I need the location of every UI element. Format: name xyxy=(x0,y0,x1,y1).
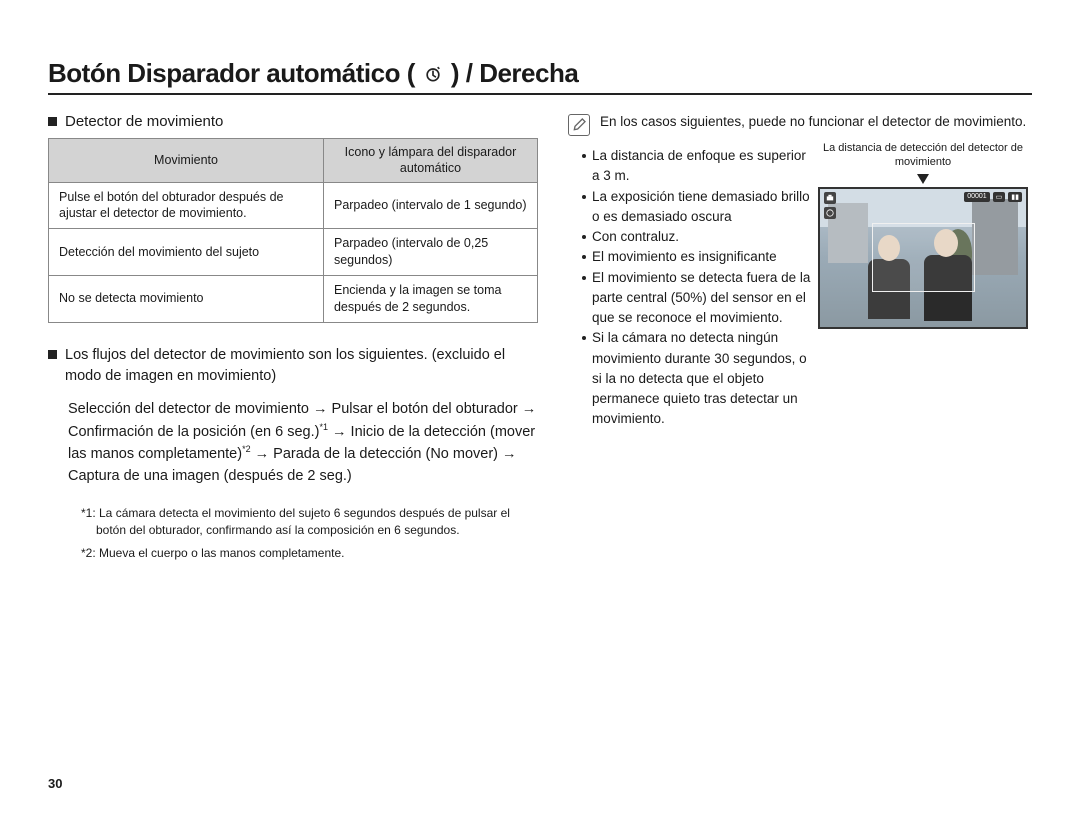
lcd-screenshot: 00001 ▭ ▮▮ xyxy=(818,187,1028,329)
title-prefix: Botón Disparador automático ( xyxy=(48,58,415,89)
osd-quality-icon: ▭ xyxy=(993,192,1006,202)
section-heading-row: Detector de movimiento xyxy=(48,113,538,130)
table-header-row: Movimiento Icono y lámpara del disparado… xyxy=(49,139,538,183)
conditions-list: La distancia de enfoque es superior a 3 … xyxy=(568,146,812,430)
table-header-movement: Movimiento xyxy=(49,139,324,183)
list-item: Si la cámara no detecta ningún movimient… xyxy=(582,328,812,429)
flow-intro-row: Los flujos del detector de movimiento so… xyxy=(48,345,538,387)
footnote-1: *1: La cámara detecta el movimiento del … xyxy=(81,505,538,539)
osd-battery-icon: ▮▮ xyxy=(1008,192,1022,202)
osd-left-icons xyxy=(824,192,836,219)
table-row: No se detecta movimiento Encienda y la i… xyxy=(49,276,538,323)
note-row: En los casos siguientes, puede no funcio… xyxy=(568,113,1028,136)
table-cell: Detección del movimiento del sujeto xyxy=(49,229,324,276)
self-timer-icon xyxy=(423,64,443,84)
table-cell: No se detecta movimiento xyxy=(49,276,324,323)
note-lead: En los casos siguientes, puede no funcio… xyxy=(600,113,1026,136)
table-cell: Parpadeo (intervalo de 0,25 segundos) xyxy=(323,229,537,276)
footnote-2: *2: Mueva el cuerpo o las manos completa… xyxy=(81,545,538,562)
face-icon xyxy=(824,207,836,219)
osd-right: 00001 ▭ ▮▮ xyxy=(964,192,1022,202)
left-column: Detector de movimiento Movimiento Icono … xyxy=(48,113,538,568)
osd-counter: 00001 xyxy=(964,192,989,202)
detection-area-rect xyxy=(872,223,975,292)
callout-label: La distancia de detección del detector d… xyxy=(818,142,1028,170)
flow-block: Los flujos del detector de movimiento so… xyxy=(48,345,538,562)
camera-mode-icon xyxy=(824,192,836,204)
square-bullet-icon xyxy=(48,117,57,126)
table-row: Pulse el botón del obturador después de … xyxy=(49,182,538,229)
title-suffix: ) / Derecha xyxy=(451,58,578,89)
list-item: Con contraluz. xyxy=(582,227,812,247)
lcd-callout: La distancia de detección del detector d… xyxy=(818,142,1028,329)
square-bullet-icon xyxy=(48,350,57,359)
page-title: Botón Disparador automático ( ) / Derech… xyxy=(48,58,1032,95)
flow-intro: Los flujos del detector de movimiento so… xyxy=(65,345,538,387)
table-cell: Encienda y la imagen se toma después de … xyxy=(323,276,537,323)
right-column: En los casos siguientes, puede no funcio… xyxy=(568,113,1028,568)
arrow-down-icon xyxy=(917,174,929,184)
note-icon xyxy=(568,114,590,136)
table-row: Detección del movimiento del sujeto Parp… xyxy=(49,229,538,276)
section-heading: Detector de movimiento xyxy=(65,113,223,130)
table-cell: Parpadeo (intervalo de 1 segundo) xyxy=(323,182,537,229)
list-item: El movimiento se detecta fuera de la par… xyxy=(582,268,812,329)
footnotes: *1: La cámara detecta el movimiento del … xyxy=(48,505,538,561)
table-header-icon: Icono y lámpara del disparador automátic… xyxy=(323,139,537,183)
list-item: El movimiento es insignificante xyxy=(582,247,812,267)
motion-table: Movimiento Icono y lámpara del disparado… xyxy=(48,138,538,323)
list-item: La exposición tiene demasiado brillo o e… xyxy=(582,187,812,228)
flow-body: Selección del detector de movimiento → P… xyxy=(48,399,538,488)
list-item: La distancia de enfoque es superior a 3 … xyxy=(582,146,812,187)
table-cell: Pulse el botón del obturador después de … xyxy=(49,182,324,229)
page-number: 30 xyxy=(48,776,62,791)
